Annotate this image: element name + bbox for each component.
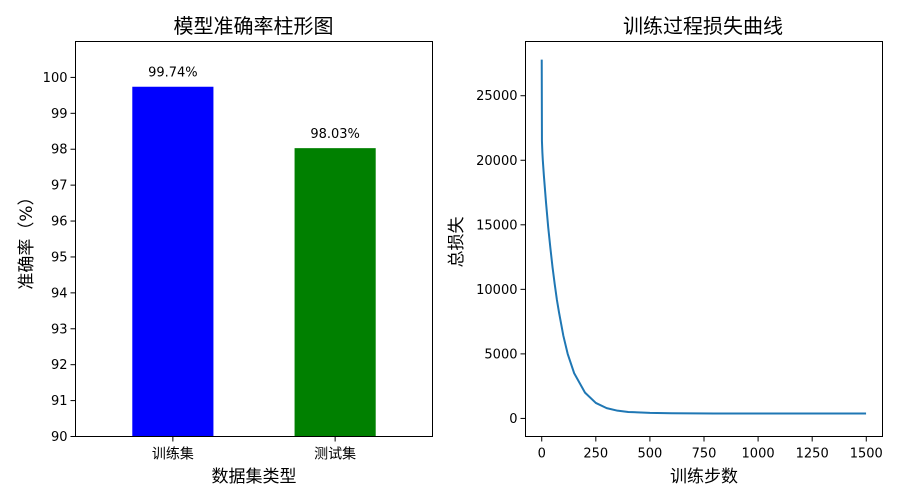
bar-x-tick-label: 测试集 — [314, 446, 356, 463]
bar-chart-title: 模型准确率柱形图 — [174, 14, 334, 38]
bar-y-tick-label: 99 — [51, 107, 68, 122]
bar-y-tick-label: 97 — [51, 179, 68, 194]
line-chart-title: 训练过程损失曲线 — [623, 14, 783, 38]
line-y-tick-label: 10000 — [476, 283, 517, 298]
line-y-tick-label: 25000 — [476, 89, 517, 104]
line-x-tick-label: 500 — [637, 447, 662, 462]
bar-y-tick-label: 100 — [43, 71, 68, 86]
bar-y-tick-label: 90 — [51, 430, 68, 445]
bar-bars: 99.74% 98.03% — [132, 66, 376, 437]
line-x-axis-ticks: 0 250 500 750 1000 1250 1500 — [538, 436, 883, 462]
line-x-axis-label: 训练步数 — [670, 467, 738, 487]
bar — [294, 148, 376, 437]
line-y-tick-label: 15000 — [476, 218, 517, 233]
line-x-tick-label: 1000 — [742, 447, 775, 462]
line-y-tick-label: 20000 — [476, 154, 517, 169]
line-chart: 训练过程损失曲线 0 5000 10000 15000 20000 25000 0 250 5… — [447, 14, 883, 487]
line-x-tick-label: 1500 — [850, 447, 883, 462]
bar-y-axis-ticks: 90 91 92 93 94 95 96 97 98 99 100 — [43, 71, 76, 445]
bar-y-tick-label: 91 — [51, 394, 68, 409]
bar-x-axis-label: 数据集类型 — [212, 467, 297, 487]
loss-series-line — [540, 59, 867, 415]
bar-y-tick-label: 92 — [51, 358, 68, 373]
line-y-tick-label: 0 — [509, 412, 517, 427]
line-x-tick-label: 750 — [692, 447, 717, 462]
line-x-tick-label: 250 — [583, 447, 608, 462]
bar-x-axis-ticks: 训练集 测试集 — [152, 436, 356, 463]
bar-y-tick-label: 93 — [51, 322, 68, 337]
line-x-tick-label: 0 — [538, 447, 546, 462]
bar-plot-frame — [75, 41, 433, 437]
bar-y-tick-label: 98 — [51, 143, 68, 158]
bar-y-tick-label: 94 — [51, 286, 68, 301]
bar — [132, 86, 214, 437]
line-x-tick-label: 1250 — [796, 447, 829, 462]
line-y-axis-label: 总损失 — [447, 217, 467, 268]
bar-value-label: 98.03% — [310, 127, 360, 142]
bar-y-axis-label: 准确率（%） — [17, 188, 37, 289]
bar-y-tick-label: 96 — [51, 215, 68, 230]
bar-x-tick-label: 训练集 — [152, 446, 194, 463]
line-y-axis-ticks: 0 5000 10000 15000 20000 25000 — [476, 89, 526, 427]
line-y-tick-label: 5000 — [484, 347, 517, 362]
line-plot-frame — [525, 41, 883, 437]
bar-value-label: 99.74% — [148, 66, 198, 81]
bar-y-tick-label: 95 — [51, 250, 68, 265]
